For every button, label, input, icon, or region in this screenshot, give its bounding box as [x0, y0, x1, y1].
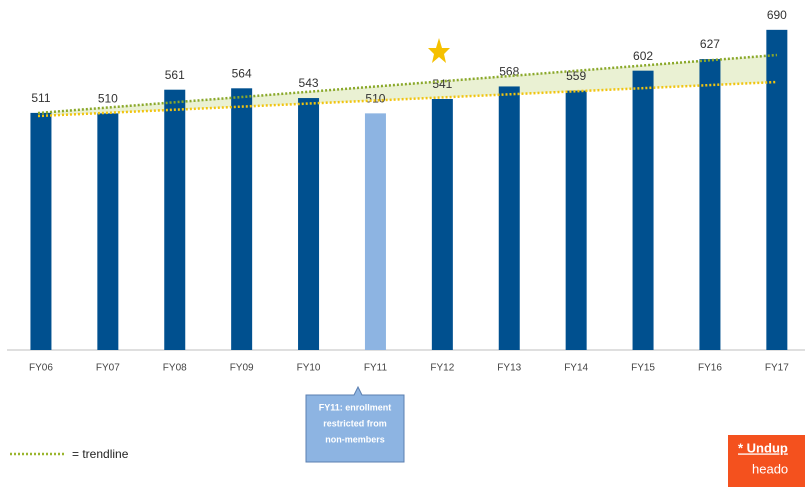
data-label: 559	[566, 69, 586, 83]
note-text: heado	[752, 461, 788, 476]
data-label: 561	[165, 68, 185, 82]
bar	[231, 88, 253, 350]
legend-label: = trendline	[72, 447, 129, 461]
data-label: 511	[31, 91, 50, 105]
bar	[298, 98, 320, 350]
x-tick-label: FY06	[29, 363, 53, 374]
callout-box	[305, 385, 405, 463]
note-text: * Undup	[738, 440, 788, 455]
x-tick-label: FY16	[698, 363, 722, 374]
x-tick-label: FY17	[765, 363, 789, 374]
data-label: 510	[365, 92, 385, 106]
trendline	[37, 80, 778, 118]
star	[428, 38, 450, 63]
data-label: 690	[767, 8, 787, 22]
bar	[97, 113, 119, 350]
data-label: 564	[232, 66, 252, 80]
x-tick-label: FY07	[96, 363, 120, 374]
data-label: 541	[432, 77, 452, 91]
callout-text: restricted from	[323, 418, 387, 428]
bar	[364, 113, 386, 350]
x-tick-label: FY08	[163, 363, 187, 374]
bar	[164, 89, 186, 351]
x-tick-label: FY15	[631, 363, 655, 374]
callout-text: non-members	[325, 434, 385, 444]
bar	[565, 90, 587, 351]
data-label: 543	[299, 76, 319, 90]
bar	[431, 98, 453, 350]
data-label: 510	[98, 92, 118, 106]
bar	[699, 59, 721, 351]
note-box	[728, 435, 805, 487]
x-tick-label: FY13	[497, 363, 521, 374]
data-label: 627	[700, 37, 720, 51]
x-tick-label: FY12	[430, 363, 454, 374]
data-label: 602	[633, 49, 653, 63]
x-tick-label: FY11	[364, 363, 388, 374]
callout-text: FY11: enrollment	[319, 402, 392, 412]
x-tick-label: FY10	[297, 363, 321, 374]
x-tick-label: FY09	[230, 363, 254, 374]
trend-band	[38, 55, 777, 116]
bar	[30, 112, 52, 350]
bar	[632, 70, 654, 350]
trendline	[37, 53, 778, 115]
bar	[766, 29, 788, 351]
x-tick-label: FY14	[564, 363, 588, 374]
bar	[498, 86, 520, 350]
